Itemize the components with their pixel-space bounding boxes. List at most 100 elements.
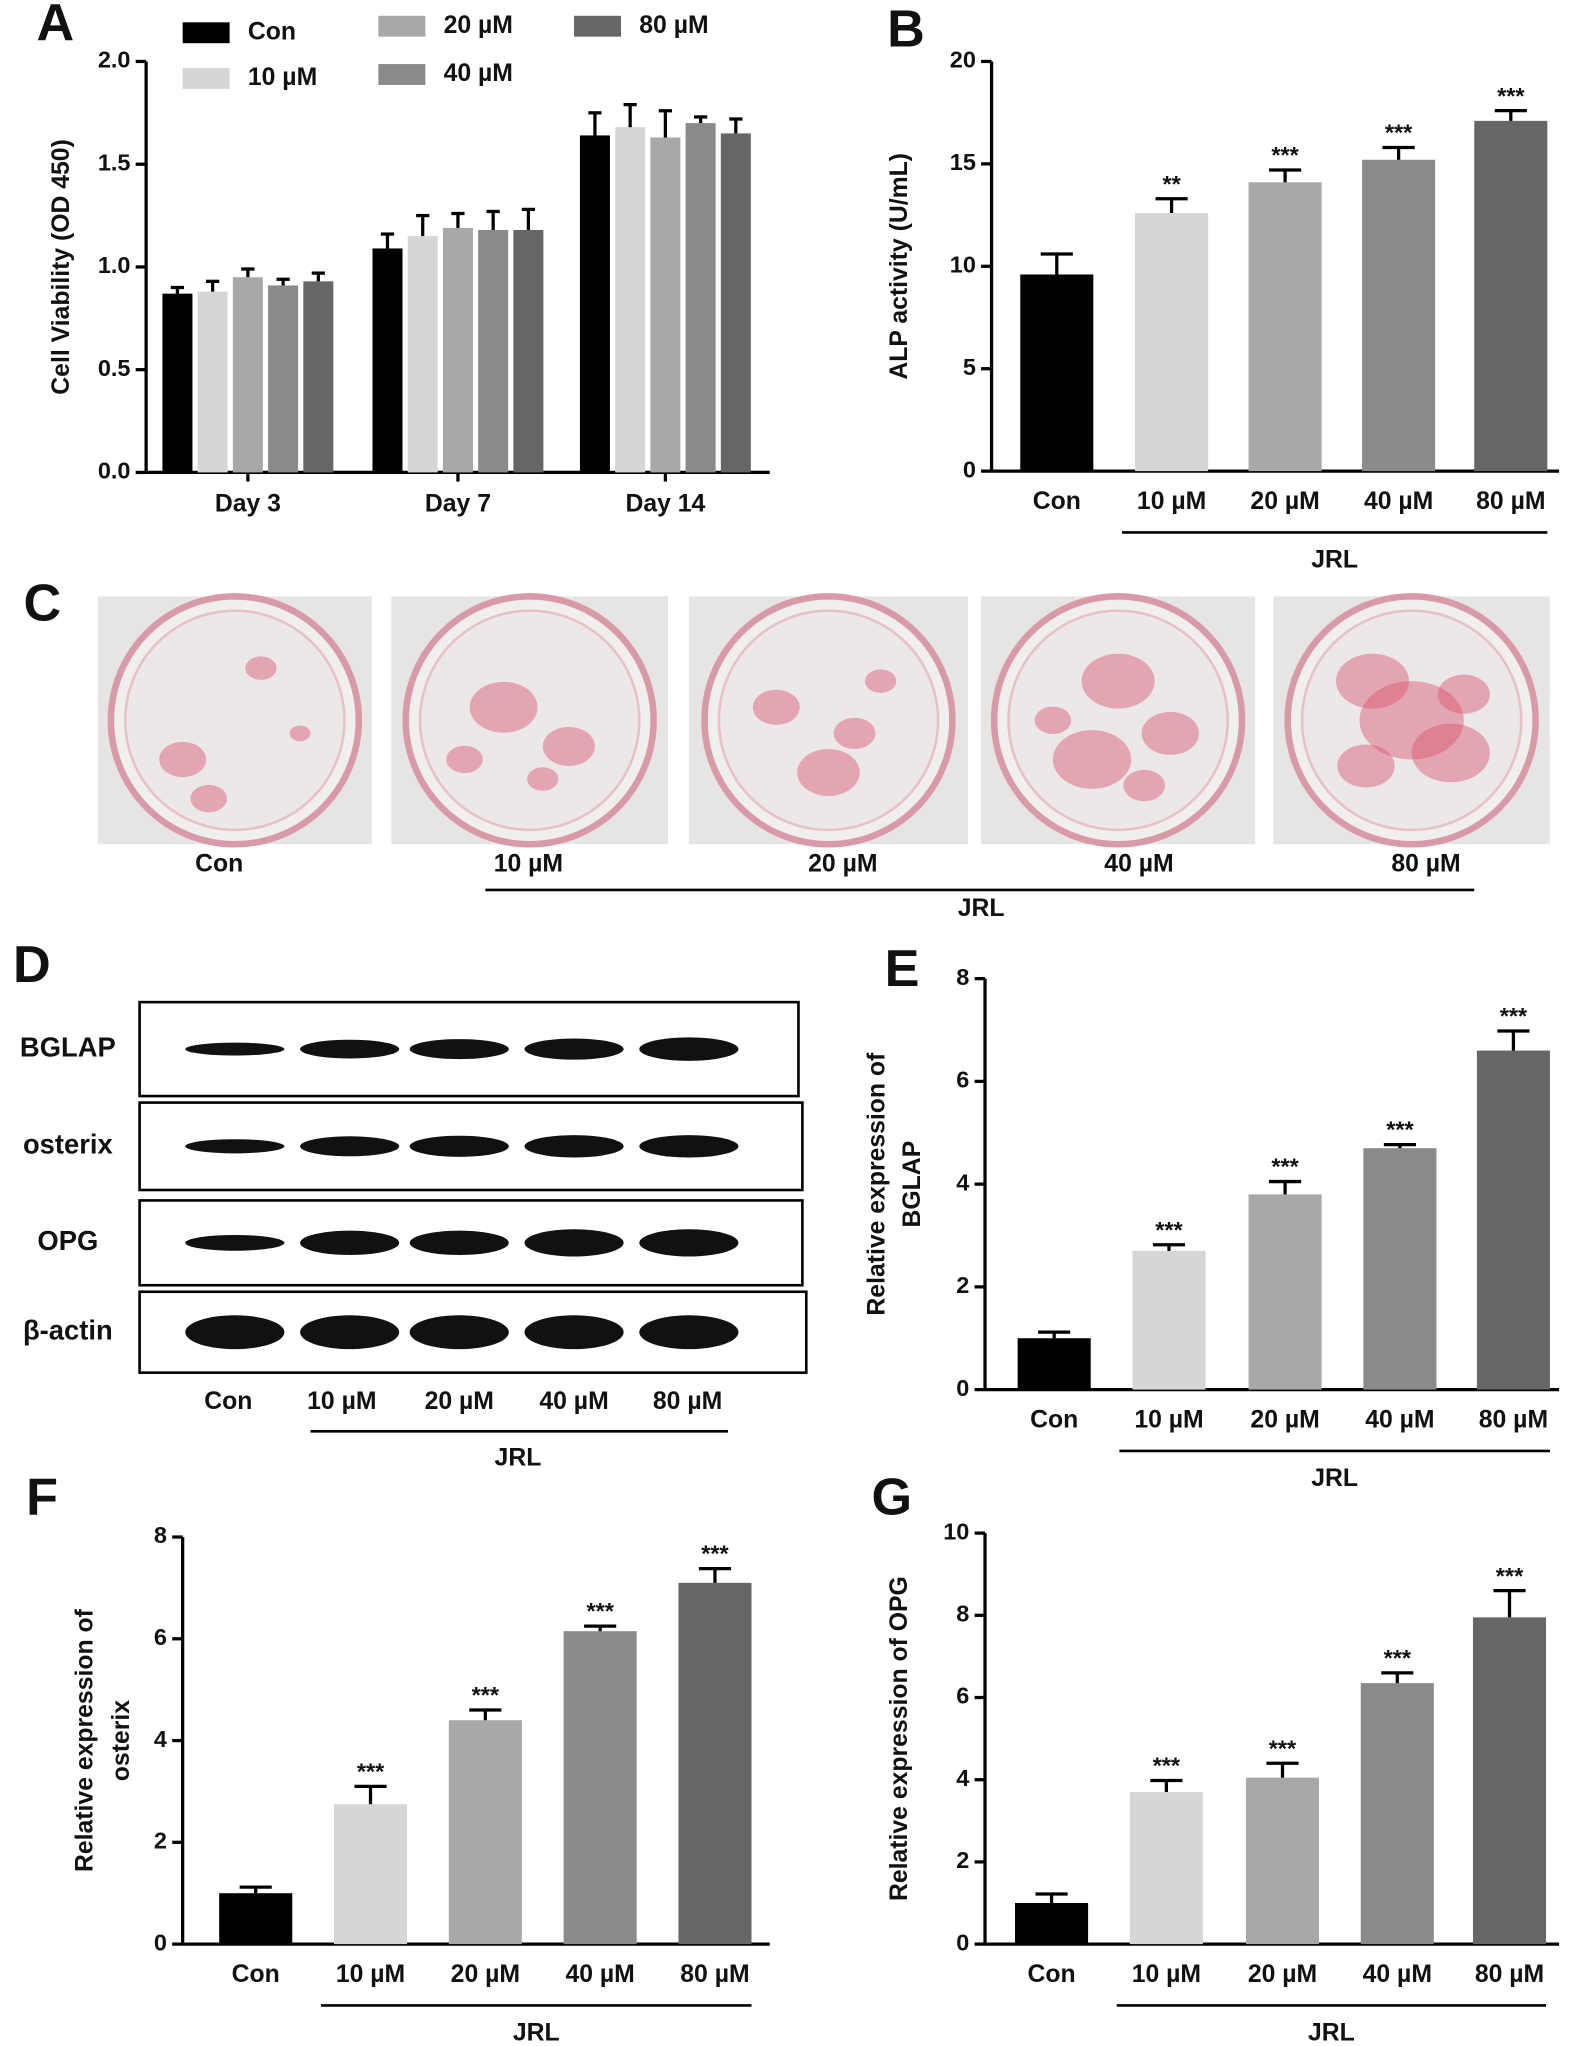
- x-tick-label: Con: [1027, 1961, 1075, 1988]
- significance-label: ***: [1155, 1217, 1183, 1243]
- y-tick-label: 4: [956, 1169, 969, 1195]
- stain: [245, 656, 277, 680]
- x-tick-label: Con: [232, 1961, 280, 1988]
- blot-band: [300, 1315, 400, 1350]
- protein-label: β-actin: [23, 1314, 113, 1345]
- bar: [1248, 1194, 1322, 1390]
- panel-label: G: [872, 1468, 913, 1526]
- significance-label: ***: [1153, 1753, 1181, 1779]
- blot-band: [300, 1136, 400, 1157]
- bar: [615, 127, 646, 473]
- lane-label: 80 µM: [1391, 851, 1460, 878]
- y-tick-label: 2: [956, 1272, 969, 1298]
- bar: [1129, 1792, 1203, 1945]
- significance-label: ***: [1496, 1563, 1524, 1589]
- group-label: JRL: [1311, 1465, 1358, 1492]
- legend-label: 20 µM: [444, 12, 513, 39]
- blot-band: [185, 1315, 285, 1350]
- stain: [1359, 681, 1464, 760]
- bar: [513, 229, 544, 473]
- protein-label: osterix: [23, 1129, 114, 1160]
- bar: [219, 1893, 293, 1945]
- bar: [1015, 1902, 1089, 1945]
- bar: [650, 137, 681, 473]
- stain: [1081, 653, 1155, 709]
- y-tick-label: 8: [154, 1522, 167, 1548]
- x-tick-label: 10 µM: [1132, 1961, 1201, 1988]
- panel-label: A: [37, 0, 75, 52]
- y-axis-title: BGLAP: [899, 1141, 926, 1228]
- blot-band: [524, 1135, 624, 1158]
- panel-label: E: [885, 940, 920, 998]
- x-tick-label: 40 µM: [565, 1961, 634, 1988]
- significance-label: ***: [1271, 142, 1299, 168]
- blot-band: [524, 1038, 624, 1060]
- blot-band: [409, 1039, 509, 1060]
- blot-band: [524, 1229, 624, 1257]
- stain: [190, 784, 228, 813]
- bar: [678, 1582, 752, 1945]
- significance-label: ***: [1386, 1117, 1414, 1143]
- x-tick-label: 80 µM: [680, 1961, 749, 1988]
- bar: [197, 291, 228, 473]
- y-tick-label: 0: [956, 1375, 969, 1401]
- legend-swatch: [574, 15, 622, 37]
- group-label: JRL: [495, 1444, 542, 1471]
- lane-label: 20 µM: [425, 1388, 494, 1415]
- x-tick-label: 20 µM: [1250, 488, 1319, 515]
- y-tick-label: 6: [956, 1067, 969, 1093]
- y-tick-label: 0: [963, 456, 976, 482]
- blot-band: [524, 1315, 624, 1350]
- stain: [1141, 711, 1199, 755]
- dish-inner: [418, 609, 641, 832]
- bar: [1476, 1050, 1550, 1390]
- x-tick-label: Day 7: [425, 491, 491, 518]
- y-tick-label: 20: [950, 47, 976, 73]
- bar: [1472, 1617, 1547, 1945]
- y-axis-title: Relative expression of: [72, 1608, 99, 1872]
- y-tick-label: 0: [154, 1929, 167, 1955]
- bar: [563, 1631, 637, 1945]
- dish-inner: [1007, 609, 1229, 832]
- y-tick-label: 10: [950, 251, 976, 277]
- bar: [303, 281, 334, 473]
- bar: [1362, 159, 1436, 472]
- significance-label: ***: [1384, 1645, 1412, 1671]
- lane-label: 40 µM: [539, 1388, 608, 1415]
- bar: [478, 229, 509, 473]
- blot-band: [409, 1315, 509, 1350]
- y-axis-title: Relative expression of OPG: [886, 1576, 913, 1901]
- panel-label: F: [26, 1468, 58, 1526]
- x-tick-label: 40 µM: [1363, 1961, 1432, 1988]
- bar: [1360, 1683, 1434, 1945]
- stain: [1034, 706, 1072, 735]
- blot-band: [300, 1230, 400, 1256]
- panel-label: B: [887, 1, 925, 59]
- y-tick-label: 6: [154, 1624, 167, 1650]
- significance-label: ***: [472, 1682, 500, 1708]
- y-tick-label: 8: [956, 964, 969, 990]
- lane-label: Con: [204, 1388, 252, 1415]
- bar: [1017, 1338, 1091, 1390]
- lane-label: Con: [195, 851, 243, 878]
- stain: [833, 717, 876, 750]
- blot-band: [409, 1135, 509, 1157]
- y-tick-label: 15: [950, 149, 976, 175]
- lane-label: 10 µM: [307, 1388, 376, 1415]
- legend-label: 10 µM: [248, 64, 317, 91]
- y-tick-label: 10: [943, 1518, 969, 1544]
- group-label: JRL: [1311, 547, 1358, 574]
- stain: [752, 689, 800, 725]
- stain: [797, 749, 860, 796]
- legend-label: 40 µM: [444, 60, 513, 87]
- bar: [720, 133, 751, 473]
- significance-label: ***: [1497, 83, 1525, 109]
- x-tick-label: 10 µM: [1134, 1406, 1203, 1433]
- blot-band: [185, 1139, 285, 1154]
- x-tick-label: 40 µM: [1364, 488, 1433, 515]
- blot-band: [639, 1315, 739, 1350]
- y-tick-label: 0.0: [98, 458, 131, 484]
- stain: [1337, 744, 1395, 788]
- group-label: JRL: [513, 2020, 560, 2046]
